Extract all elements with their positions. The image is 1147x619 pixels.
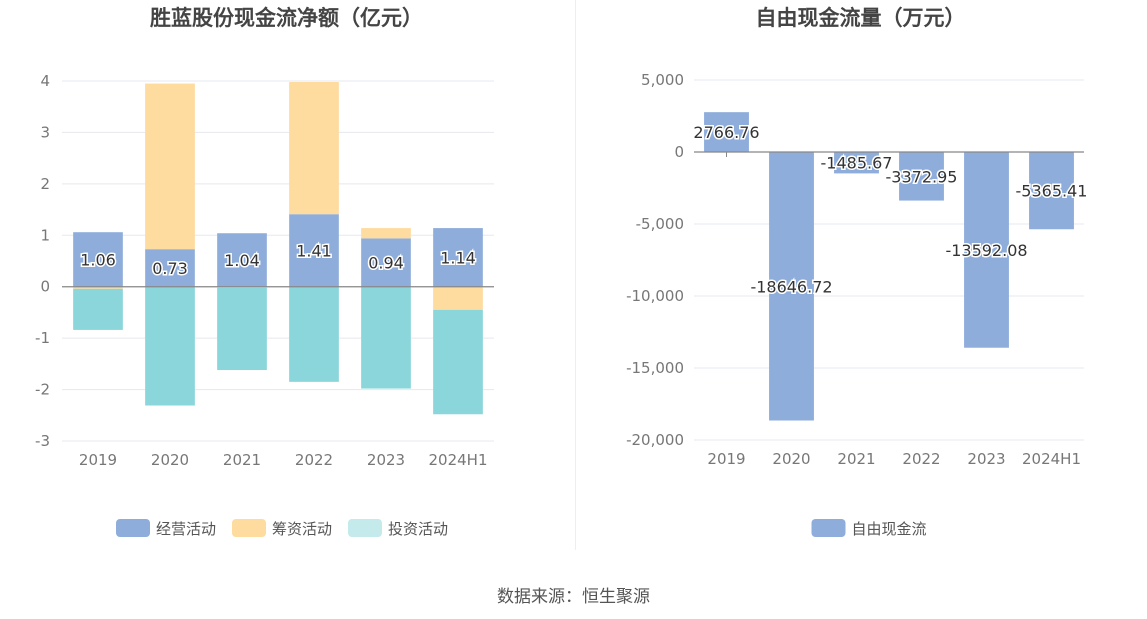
- data-source-note: 数据来源：恒生聚源: [497, 587, 650, 607]
- panel-divider: [575, 0, 576, 550]
- y-tick-label: -5,000: [636, 215, 684, 233]
- legend-label: 投资活动: [388, 520, 448, 538]
- data-label: -18646.72: [750, 277, 832, 296]
- legend-label: 经营活动: [156, 520, 216, 538]
- chart-title: 胜蓝股份现金流净额（亿元）: [150, 6, 423, 30]
- y-tick-label: -1: [35, 329, 50, 347]
- legend-swatch: [348, 519, 382, 537]
- chart-title: 自由现金流量（万元）: [755, 6, 966, 30]
- bar: [433, 228, 483, 287]
- x-tick-label: 2019: [79, 451, 117, 469]
- x-tick-label: 2023: [967, 450, 1005, 468]
- y-tick-label: -15,000: [626, 359, 684, 377]
- legend-label: 自由现金流: [852, 520, 927, 538]
- y-tick-label: 4: [40, 72, 50, 90]
- bar: [145, 286, 195, 406]
- data-label: -5365.41: [1016, 182, 1088, 201]
- x-tick-label: 2020: [772, 450, 810, 468]
- x-tick-label: 2022: [295, 451, 333, 469]
- bar: [289, 214, 339, 287]
- bar: [145, 249, 195, 287]
- data-label: 1.41: [296, 241, 332, 260]
- cash-flow-chart: 4 3 2 1 0 -1 -2 -3 1.06 0.73 1.04 1.41 0.94 1.14 2019 2…: [35, 72, 494, 538]
- x-tick-label: 2024H1: [429, 451, 488, 469]
- bar: [217, 233, 267, 287]
- data-label: 1.06: [80, 250, 116, 269]
- bar: [73, 288, 123, 330]
- legend-label: 筹资活动: [272, 520, 332, 538]
- bar: [361, 238, 411, 287]
- y-tick-label: 1: [40, 226, 50, 244]
- bar: [964, 152, 1009, 348]
- legend-swatch: [232, 519, 266, 537]
- y-tick-label: 3: [40, 123, 50, 141]
- y-tick-label: 2: [40, 175, 50, 193]
- data-label: 2766.76: [693, 123, 759, 142]
- cash-flow-chart-panel: 胜蓝股份现金流净额（亿元） 4 3 2 1 0 -1 -2 -3 1.06 0.73 1.04 1.4…: [0, 0, 573, 560]
- bar: [1029, 152, 1074, 230]
- y-tick-label: -2: [35, 381, 50, 399]
- bar: [769, 152, 814, 421]
- bar: [361, 228, 411, 239]
- x-tick-label: 2020: [151, 451, 189, 469]
- bar: [289, 286, 339, 382]
- data-label: 0.73: [152, 259, 188, 278]
- legend-swatch: [811, 519, 846, 537]
- y-tick-label: -3: [35, 432, 50, 450]
- data-label: -13592.08: [945, 241, 1027, 260]
- data-label: -1485.67: [821, 154, 893, 173]
- bar: [145, 83, 195, 250]
- data-label: -3372.95: [886, 167, 958, 186]
- bar: [289, 82, 339, 215]
- free-cash-flow-chart-panel: 自由现金流量（万元） 5,000 0 -5,000 -10,000 -15,000 -20…: [574, 0, 1147, 560]
- bar: [433, 286, 483, 310]
- free-cash-flow-chart: 5,000 0 -5,000 -10,000 -15,000 -20,000 2766.76…: [626, 71, 1089, 538]
- x-tick-label: 2022: [902, 450, 940, 468]
- x-tick-label: 2023: [367, 451, 405, 469]
- data-label: 0.94: [368, 254, 404, 273]
- y-tick-label: 0: [674, 143, 684, 161]
- x-tick-label: 2021: [223, 451, 261, 469]
- x-tick-label: 2021: [837, 450, 875, 468]
- data-label: 1.04: [224, 251, 260, 270]
- bar: [73, 286, 123, 289]
- bar: [361, 286, 411, 389]
- bar: [704, 112, 749, 152]
- bar: [899, 152, 944, 201]
- x-tick-label: 2019: [707, 450, 745, 468]
- y-tick-label: -20,000: [626, 431, 684, 449]
- bar: [834, 152, 879, 174]
- bar: [433, 309, 483, 415]
- legend-swatch: [116, 519, 150, 537]
- bar: [217, 287, 267, 371]
- x-tick-label: 2024H1: [1022, 450, 1081, 468]
- y-tick-label: 5,000: [641, 71, 684, 89]
- data-label: 1.14: [440, 248, 476, 267]
- y-tick-label: -10,000: [626, 287, 684, 305]
- y-tick-label: 0: [40, 278, 50, 296]
- bar: [73, 232, 123, 287]
